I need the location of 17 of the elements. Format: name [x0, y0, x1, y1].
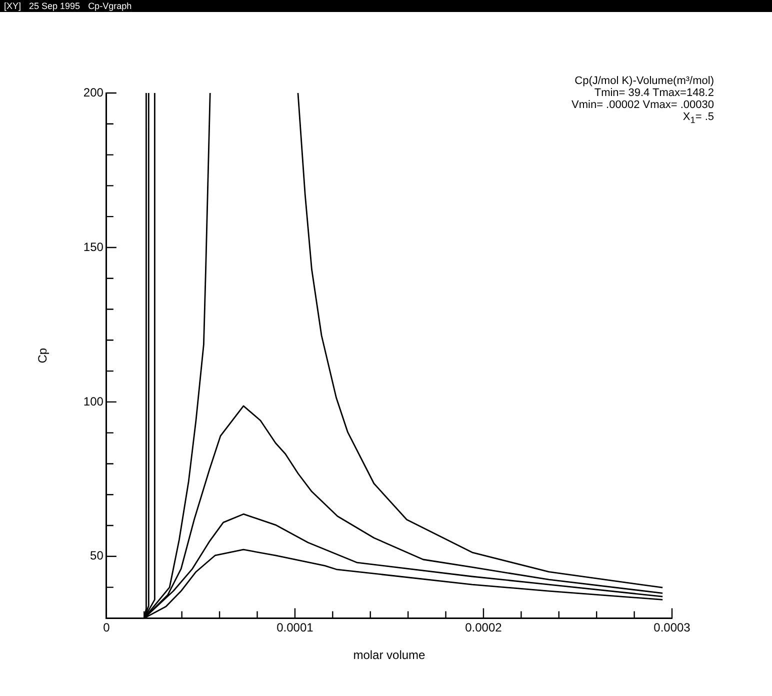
text: [XY]	[4, 0, 22, 12]
x-axis-title: molar volume	[353, 648, 426, 662]
text: 25 Sep 1995	[29, 0, 80, 12]
x-tick-label: 0	[103, 620, 110, 635]
text: Cp-Vgraph	[88, 0, 132, 12]
y-tick-label: 150	[83, 240, 104, 254]
x-tick-label: 0.0002	[465, 620, 502, 635]
x-tick-label: 0.0001	[276, 620, 314, 635]
x-tick-label: 0.0003	[654, 620, 691, 635]
text: Cp(J/mol K)-Volume(m³/mol)	[574, 75, 714, 87]
annotation: Tmin= 39.4 Tmax=148.2	[593, 87, 714, 99]
y-tick-label: 50	[90, 548, 104, 563]
annotation: Vmin= .00002 Vmax= .00030	[572, 99, 714, 111]
y-axis-title: Cp	[36, 348, 50, 364]
y-tick-label: 100	[83, 394, 104, 408]
text: X$_{1}$= .5	[682, 111, 714, 126]
y-tick-label: 200	[83, 85, 104, 100]
